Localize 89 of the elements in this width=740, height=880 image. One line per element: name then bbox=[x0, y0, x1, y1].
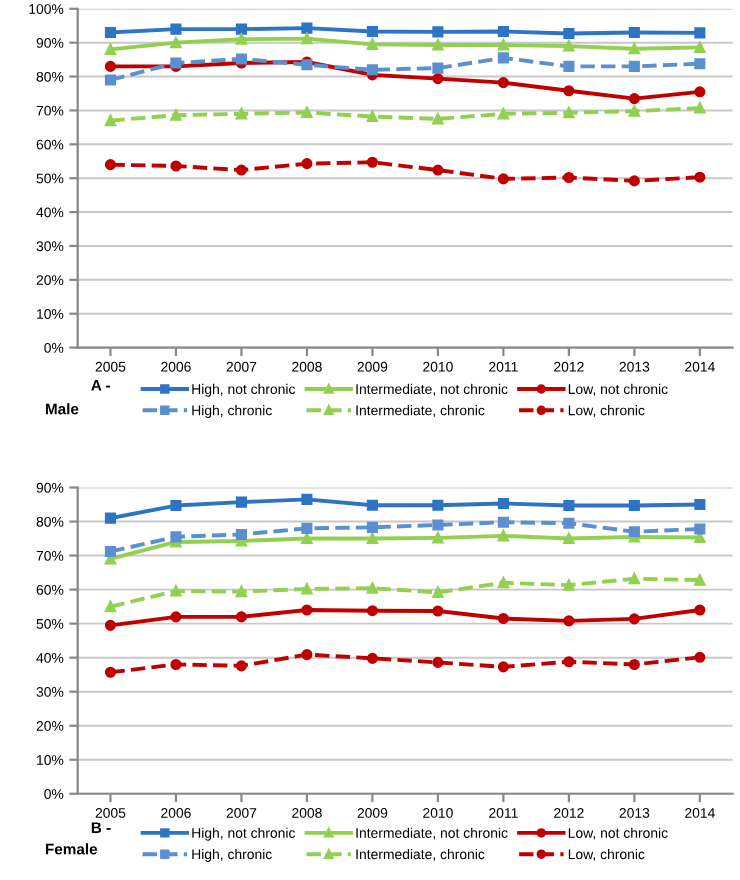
point bbox=[432, 39, 444, 51]
point bbox=[301, 158, 313, 170]
point bbox=[628, 175, 640, 187]
point bbox=[694, 498, 706, 511]
point bbox=[432, 62, 444, 74]
point bbox=[628, 105, 640, 117]
point bbox=[301, 533, 313, 545]
point bbox=[366, 605, 378, 617]
point bbox=[628, 26, 640, 39]
point bbox=[235, 611, 247, 623]
point bbox=[694, 574, 706, 586]
point bbox=[694, 604, 706, 616]
point bbox=[366, 38, 378, 50]
point bbox=[235, 528, 247, 541]
point bbox=[235, 23, 247, 35]
point bbox=[170, 611, 182, 623]
point bbox=[301, 649, 313, 661]
point bbox=[497, 612, 509, 625]
point bbox=[628, 93, 640, 105]
point bbox=[563, 27, 575, 40]
point bbox=[366, 533, 378, 545]
point bbox=[235, 33, 247, 45]
point bbox=[563, 615, 575, 627]
point bbox=[432, 73, 444, 85]
point bbox=[366, 156, 378, 168]
point bbox=[170, 531, 182, 543]
point bbox=[170, 109, 182, 121]
point bbox=[170, 658, 182, 671]
point bbox=[497, 25, 509, 38]
point bbox=[104, 159, 116, 171]
point bbox=[694, 523, 706, 535]
point bbox=[366, 582, 378, 594]
point bbox=[104, 43, 116, 56]
point bbox=[497, 77, 509, 89]
point bbox=[301, 22, 313, 34]
point bbox=[366, 25, 378, 38]
point bbox=[563, 60, 575, 72]
point bbox=[104, 512, 116, 524]
point bbox=[563, 85, 575, 97]
point bbox=[497, 173, 509, 185]
point bbox=[563, 656, 575, 668]
point bbox=[104, 545, 116, 558]
point bbox=[235, 660, 247, 672]
point bbox=[694, 27, 706, 39]
point bbox=[432, 164, 444, 176]
point bbox=[301, 604, 313, 616]
point bbox=[104, 60, 116, 72]
point bbox=[563, 579, 575, 591]
point bbox=[104, 26, 116, 39]
point bbox=[432, 656, 444, 668]
point bbox=[366, 110, 378, 123]
point bbox=[235, 496, 247, 508]
point bbox=[366, 64, 378, 76]
point bbox=[497, 661, 509, 673]
point bbox=[104, 619, 116, 631]
point bbox=[301, 493, 313, 505]
point bbox=[104, 666, 116, 678]
point bbox=[432, 605, 444, 617]
point bbox=[628, 500, 640, 512]
point bbox=[432, 586, 444, 598]
point bbox=[694, 58, 706, 70]
point bbox=[563, 40, 575, 52]
point bbox=[497, 497, 509, 510]
point bbox=[694, 86, 706, 98]
point bbox=[366, 521, 378, 533]
point bbox=[235, 164, 247, 176]
point bbox=[694, 651, 706, 663]
point bbox=[694, 41, 706, 53]
point bbox=[104, 74, 116, 86]
point bbox=[563, 171, 575, 184]
point bbox=[366, 652, 378, 664]
point bbox=[694, 171, 706, 183]
point bbox=[170, 23, 182, 35]
point bbox=[301, 106, 313, 119]
point bbox=[432, 499, 444, 511]
point bbox=[301, 522, 313, 534]
point bbox=[628, 613, 640, 625]
point bbox=[563, 517, 575, 529]
point bbox=[432, 26, 444, 38]
point bbox=[170, 160, 182, 172]
point bbox=[497, 516, 509, 528]
point bbox=[563, 500, 575, 512]
point bbox=[628, 658, 640, 671]
point bbox=[497, 52, 509, 64]
point bbox=[366, 499, 378, 511]
point bbox=[432, 519, 444, 531]
point bbox=[170, 500, 182, 512]
point bbox=[628, 526, 640, 538]
point bbox=[628, 60, 640, 72]
